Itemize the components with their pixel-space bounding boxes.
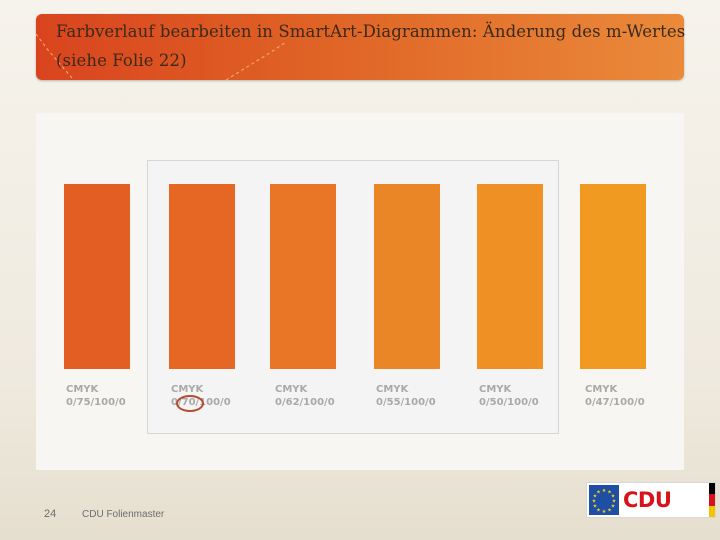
- color-swatch-panel: CMYK 0/75/100/0 CMYK 0/70/100/0 CMYK 0/6…: [36, 113, 684, 470]
- swatch-6: [580, 184, 646, 369]
- swatch-5-caption: CMYK 0/50/100/0: [479, 383, 569, 409]
- svg-text:★: ★: [596, 490, 601, 496]
- german-flag-stripe: [709, 483, 715, 517]
- svg-text:★: ★: [593, 504, 598, 510]
- cmyk-values: 0/62/100/0: [275, 397, 335, 408]
- page-number: 24: [44, 508, 57, 520]
- cmyk-values: 0/47/100/0: [585, 397, 645, 408]
- swatch-1: [64, 184, 130, 369]
- svg-text:★: ★: [607, 508, 612, 514]
- svg-text:★: ★: [607, 490, 612, 496]
- svg-text:★: ★: [596, 508, 601, 514]
- swatch-6-caption: CMYK 0/47/100/0: [585, 383, 675, 409]
- svg-text:★: ★: [602, 509, 607, 515]
- color-model-label: CMYK: [585, 384, 618, 395]
- swatch-1-caption: CMYK 0/75/100/0: [66, 383, 156, 409]
- swatch-4-caption: CMYK 0/55/100/0: [376, 383, 466, 409]
- svg-text:★: ★: [602, 488, 607, 494]
- color-model-label: CMYK: [66, 384, 99, 395]
- svg-text:★: ★: [593, 494, 598, 500]
- svg-text:★: ★: [592, 499, 597, 505]
- swatch-4: [374, 184, 440, 369]
- swatch-3: [270, 184, 336, 369]
- cmyk-values: 0/55/100/0: [376, 397, 436, 408]
- eu-flag-icon: ★ ★ ★ ★ ★ ★ ★ ★ ★ ★ ★ ★: [589, 485, 619, 515]
- swatch-3-caption: CMYK 0/62/100/0: [275, 383, 365, 409]
- slide-title: Farbverlauf bearbeiten in SmartArt-Diagr…: [56, 22, 686, 70]
- svg-text:★: ★: [611, 504, 616, 510]
- svg-text:★: ★: [612, 499, 617, 505]
- title-decoration-lines: [36, 33, 287, 80]
- swatch-5: [477, 184, 543, 369]
- m-value-highlight-circle: [176, 395, 204, 412]
- slide-title-bar: Farbverlauf bearbeiten in SmartArt-Diagr…: [36, 14, 686, 80]
- cdu-logo: ★ ★ ★ ★ ★ ★ ★ ★ ★ ★ ★ ★ CDU: [586, 482, 716, 518]
- cdu-logo-text: CDU: [623, 488, 672, 512]
- svg-text:★: ★: [611, 494, 616, 500]
- cmyk-values: 0/50/100/0: [479, 397, 539, 408]
- color-model-label: CMYK: [171, 384, 204, 395]
- color-model-label: CMYK: [275, 384, 308, 395]
- color-model-label: CMYK: [479, 384, 512, 395]
- swatch-2: [169, 184, 235, 369]
- footer-text: CDU Folienmaster: [82, 509, 165, 520]
- cmyk-values: 0/75/100/0: [66, 397, 126, 408]
- color-model-label: CMYK: [376, 384, 409, 395]
